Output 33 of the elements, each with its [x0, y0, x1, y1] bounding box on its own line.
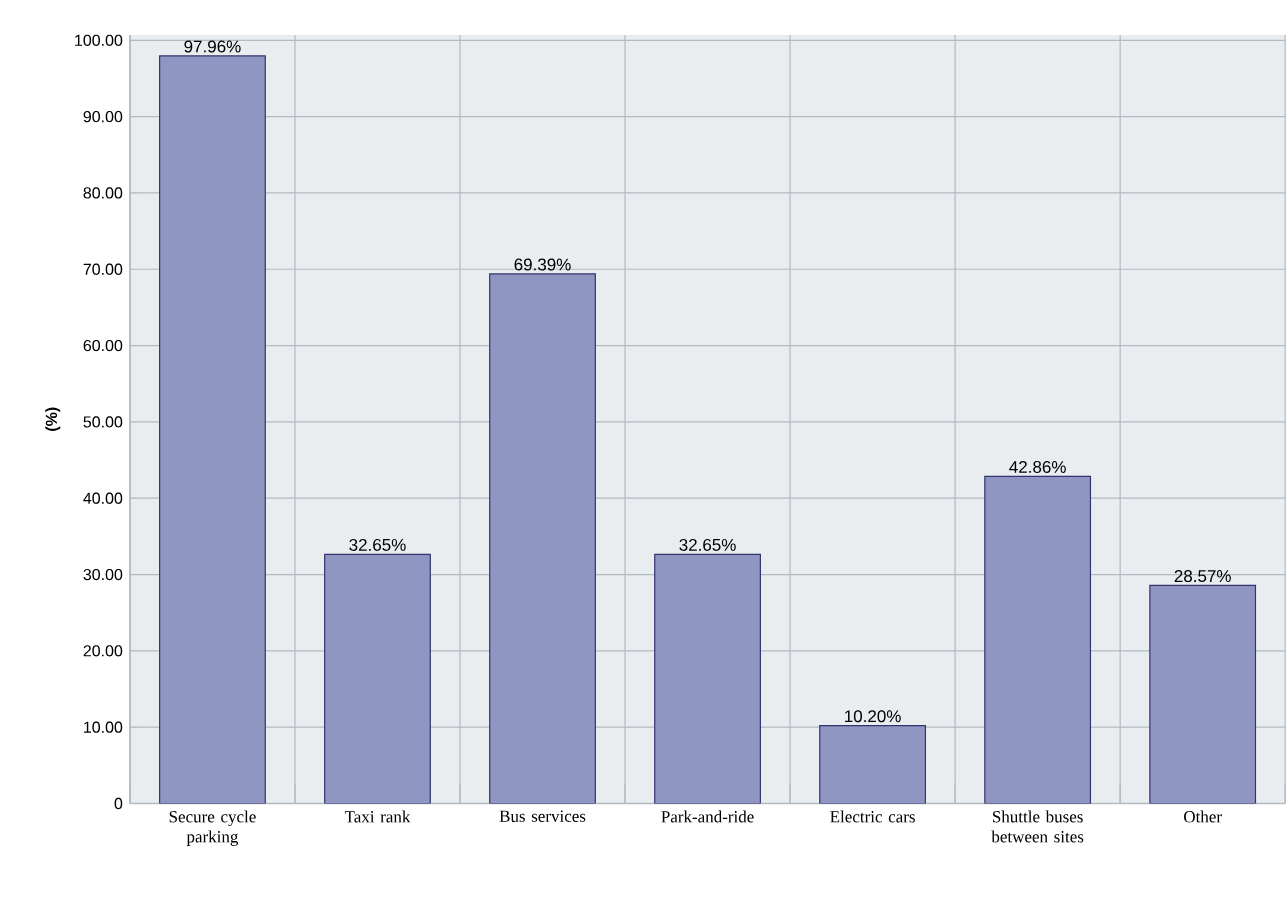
x-tick-label: Taxi rank	[344, 810, 411, 823]
x-tick-label: Bus services	[499, 810, 586, 822]
bar	[819, 724, 927, 804]
y-tick-label: 30.00	[83, 568, 123, 580]
bar	[324, 553, 431, 804]
x-tick-label: Electric cars	[830, 810, 915, 823]
x-tick-label: Park-and-ride	[661, 810, 754, 823]
y-tick-label: 50.00	[83, 416, 123, 428]
x-tick-label: Shuttle buses between sites	[991, 810, 1084, 843]
y-tick-label: 20.00	[83, 644, 123, 657]
data-label: 28.57%	[1174, 569, 1231, 582]
y-tick-label: 0	[114, 797, 123, 809]
y-tick-label: 40.00	[83, 492, 123, 504]
y-tick-label: 70.00	[83, 263, 123, 275]
y-axis-title: (%)	[45, 407, 61, 431]
data-label: 32.65%	[349, 538, 406, 551]
y-tick-label: 10.00	[84, 721, 123, 733]
bar	[654, 553, 761, 804]
x-tick-label: Secure cycle parking	[169, 810, 256, 846]
data-label: 69.39%	[514, 258, 571, 271]
bar	[159, 55, 266, 804]
data-label: 42.86%	[1009, 460, 1066, 473]
x-tick-label: Other	[1184, 810, 1222, 823]
bar	[489, 273, 596, 804]
y-tick-label: 60.00	[83, 339, 123, 352]
data-label: 97.96%	[184, 40, 241, 53]
bar	[984, 475, 1092, 804]
data-label: 10.20%	[845, 710, 901, 723]
y-tick-label: 80.00	[83, 187, 123, 199]
y-tick-label: 90.00	[83, 110, 123, 123]
data-label: 32.65%	[679, 538, 736, 551]
bar	[1149, 584, 1257, 804]
y-tick-label: 100.00	[75, 34, 123, 46]
